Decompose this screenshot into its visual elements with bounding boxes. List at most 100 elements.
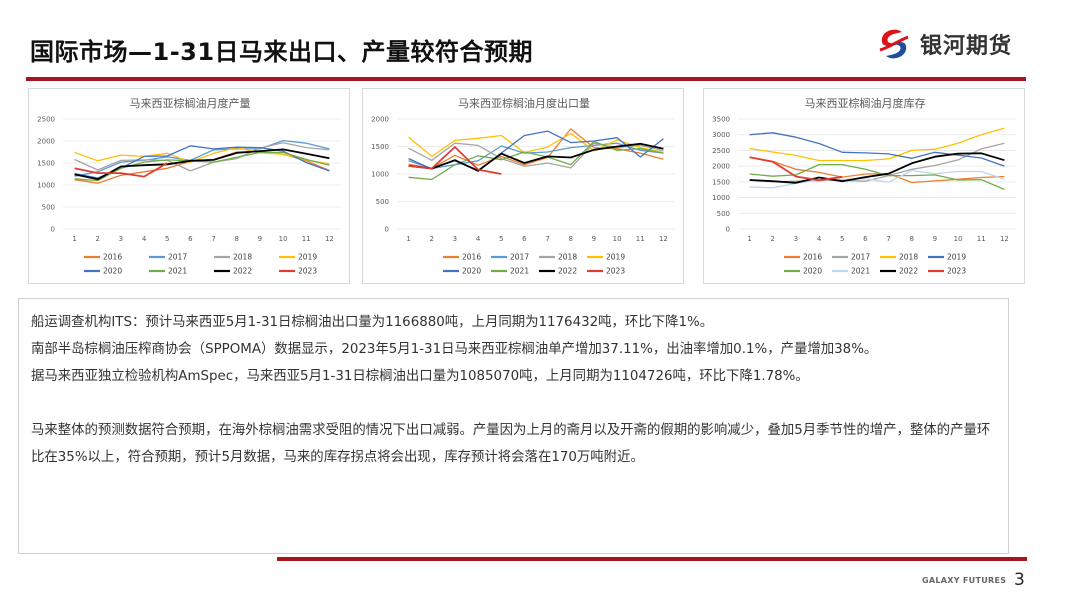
series-line-2018 [749,127,1005,162]
x-tick-label: 9 [592,235,596,243]
x-tick-label: 12 [325,235,334,243]
series-line-2017 [74,139,330,177]
legend-label: 2016 [103,253,122,262]
y-tick-label: 1000 [37,182,55,190]
its-export-paragraph: 船运调查机构ITS：预计马来西亚5月1-31日棕榈油出口量为1166880吨，上… [31,315,714,330]
x-tick-label: 8 [910,235,914,243]
y-tick-label: 1000 [371,171,389,179]
chart-title: 马来西亚棕榈油月度产量 [130,96,251,110]
series-line-2018 [74,142,330,172]
x-tick-label: 9 [258,235,262,243]
legend-label: 2021 [851,267,870,276]
y-tick-label: 1500 [37,160,55,168]
legend-label: 2017 [510,253,529,262]
x-tick-label: 3 [453,235,457,243]
series-line-2019 [74,146,330,165]
series-line-2017 [749,142,1005,183]
legend-label: 2022 [899,267,918,276]
legend-label: 2017 [168,253,187,262]
legend-label: 2018 [899,253,918,262]
inventory-line-chart: 马来西亚棕榈油月度库存 0 500 1000 1500 2000 2500 3000 3500 1… [712,96,1016,276]
y-tick-label: 2000 [371,116,389,124]
x-tick-label: 4 [476,235,481,243]
legend-label: 2016 [803,253,822,262]
chart-title: 马来西亚棕榈油月度出口量 [458,96,590,110]
y-tick-label: 1000 [712,194,730,202]
x-tick-label: 7 [886,235,890,243]
x-tick-label: 2 [771,235,775,243]
x-tick-label: 12 [659,235,668,243]
legend-label: 2022 [558,267,577,276]
x-tick-label: 12 [1000,235,1009,243]
y-tick-label: 0 [385,226,389,234]
legend-label: 2023 [298,267,317,276]
x-tick-label: 6 [522,235,527,243]
legend-label: 2020 [803,267,822,276]
legend-label: 2018 [558,253,577,262]
amspec-paragraph: 据马来西亚独立检验机构AmSpec，马来西亚5月1-31日棕榈油出口量为1085… [31,369,809,384]
x-tick-label: 11 [302,235,311,243]
y-tick-label: 500 [376,198,389,206]
series-line-2023 [74,162,168,178]
y-tick-label: 500 [717,210,730,218]
chart-title: 马来西亚棕榈油月度库存 [805,96,926,110]
x-tick-label: 6 [188,235,193,243]
sppoma-paragraph: 南部半岛棕榈油压榨商协会（SPPOMA）数据显示，2023年5月1-31日马来西… [31,342,878,357]
x-tick-label: 10 [613,235,622,243]
series-line-2017 [408,142,664,170]
series-line-2022 [749,152,1005,184]
legend-label: 2019 [606,253,625,262]
legend-label: 2021 [168,267,187,276]
series-line-2018 [408,142,664,169]
x-tick-label: 3 [794,235,798,243]
x-tick-label: 5 [840,235,844,243]
y-tick-label: 2500 [37,116,55,124]
series-line-2016 [408,128,664,170]
legend-label: 2019 [947,253,966,262]
x-tick-label: 1 [406,235,410,243]
header-divider [26,77,1026,81]
y-tick-label: 0 [726,226,730,234]
series-line-2021 [74,151,330,182]
legend-label: 2017 [851,253,870,262]
y-tick-label: 1500 [712,178,730,186]
galaxy-logo-icon [879,29,909,59]
legend-label: 2020 [103,267,122,276]
legend-label: 2021 [510,267,529,276]
x-tick-label: 8 [569,235,573,243]
legend-label: 2018 [233,253,252,262]
commentary-box: 船运调查机构ITS：预计马来西亚5月1-31日棕榈油出口量为1166880吨，上… [18,298,1009,554]
y-tick-label: 2000 [37,138,55,146]
series-line-2019 [749,132,1005,167]
x-tick-label: 2 [96,235,100,243]
x-tick-label: 11 [977,235,986,243]
x-tick-label: 7 [211,235,215,243]
production-chart: 马来西亚棕榈油月度产量 0 500 1000 1500 2000 2500 1 2 3 4 5 6 7 8 9… [28,88,350,284]
y-tick-label: 2000 [712,163,730,171]
summary-paragraph: 马来整体的预测数据符合预期，在海外棕榈油需求受阻的情况下出口减弱。产量因为上月的… [31,423,991,465]
legend-label: 2023 [606,267,625,276]
x-tick-label: 5 [499,235,503,243]
y-tick-label: 500 [42,204,55,212]
x-tick-label: 5 [165,235,169,243]
x-tick-label: 2 [430,235,434,243]
inventory-chart: 马来西亚棕榈油月度库存 0 500 1000 1500 2000 2500 3000 3500 1… [703,88,1025,284]
page-number: 3 [1014,570,1025,590]
legend-label: 2023 [947,267,966,276]
x-tick-label: 8 [235,235,239,243]
x-tick-label: 4 [817,235,822,243]
x-tick-label: 1 [747,235,751,243]
footer-divider [277,557,1027,561]
series-line-2020 [749,163,1005,190]
series-line-2023 [749,156,843,182]
x-tick-label: 3 [119,235,123,243]
y-tick-label: 2500 [712,147,730,155]
x-tick-label: 7 [545,235,549,243]
y-tick-label: 3500 [712,116,730,124]
footer-brand: GALAXY FUTURES [922,576,1007,585]
legend-label: 2016 [462,253,481,262]
x-tick-label: 6 [863,235,868,243]
legend-label: 2020 [462,267,481,276]
